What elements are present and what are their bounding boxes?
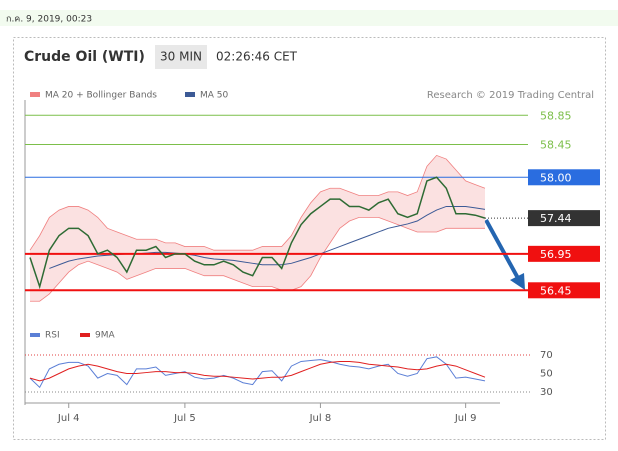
level-label: 57.44 [540, 212, 572, 225]
level-box [528, 169, 600, 186]
rsi-tick-label: 30 [540, 387, 553, 398]
level-label: 58.45 [540, 138, 572, 151]
level-label: 56.45 [540, 284, 572, 297]
rsi-tick-label: 50 [540, 368, 553, 379]
level-label: 58.85 [540, 109, 572, 122]
rsi-line [29, 360, 486, 382]
x-tick-label: Jul 8 [309, 413, 332, 424]
chart-title: Crude Oil (WTI) [24, 49, 145, 65]
legend-label: 9MA [95, 331, 115, 341]
price-line [29, 176, 486, 290]
x-tick-label: Jul 4 [57, 413, 80, 424]
rsi-tick-label: 70 [540, 350, 553, 361]
timestamp: ก.ค. 9, 2019, 00:23 [6, 15, 92, 25]
arrow-head [510, 273, 525, 290]
legend-swatch [80, 333, 90, 337]
timeframe: 30 MIN [160, 50, 202, 64]
legend-swatch [185, 92, 195, 97]
credit: Research © 2019 Trading Central [427, 90, 594, 101]
x-tick-label: Jul 9 [454, 413, 477, 424]
level-label: 56.95 [540, 248, 572, 261]
x-tick-label: Jul 5 [173, 413, 196, 424]
timeframe-box [155, 45, 207, 69]
level-box [528, 282, 600, 299]
arrow-shaft [484, 219, 521, 281]
legend-label: MA 50 [200, 91, 229, 101]
level-box [528, 245, 600, 262]
clock: 02:26:46 CET [216, 50, 298, 64]
legend-swatch [30, 333, 40, 337]
panel [13, 37, 606, 440]
bollinger-upper [29, 154, 486, 251]
rsi-line [29, 356, 486, 389]
bollinger-fill [30, 155, 485, 302]
bollinger-lower [30, 216, 485, 302]
legend-label: MA 20 + Bollinger Bands [45, 91, 157, 101]
top-bar [0, 10, 618, 26]
legend-label: RSI [45, 331, 60, 341]
level-label: 58.00 [540, 171, 572, 184]
level-box [528, 210, 600, 227]
legend-swatch [30, 92, 40, 97]
